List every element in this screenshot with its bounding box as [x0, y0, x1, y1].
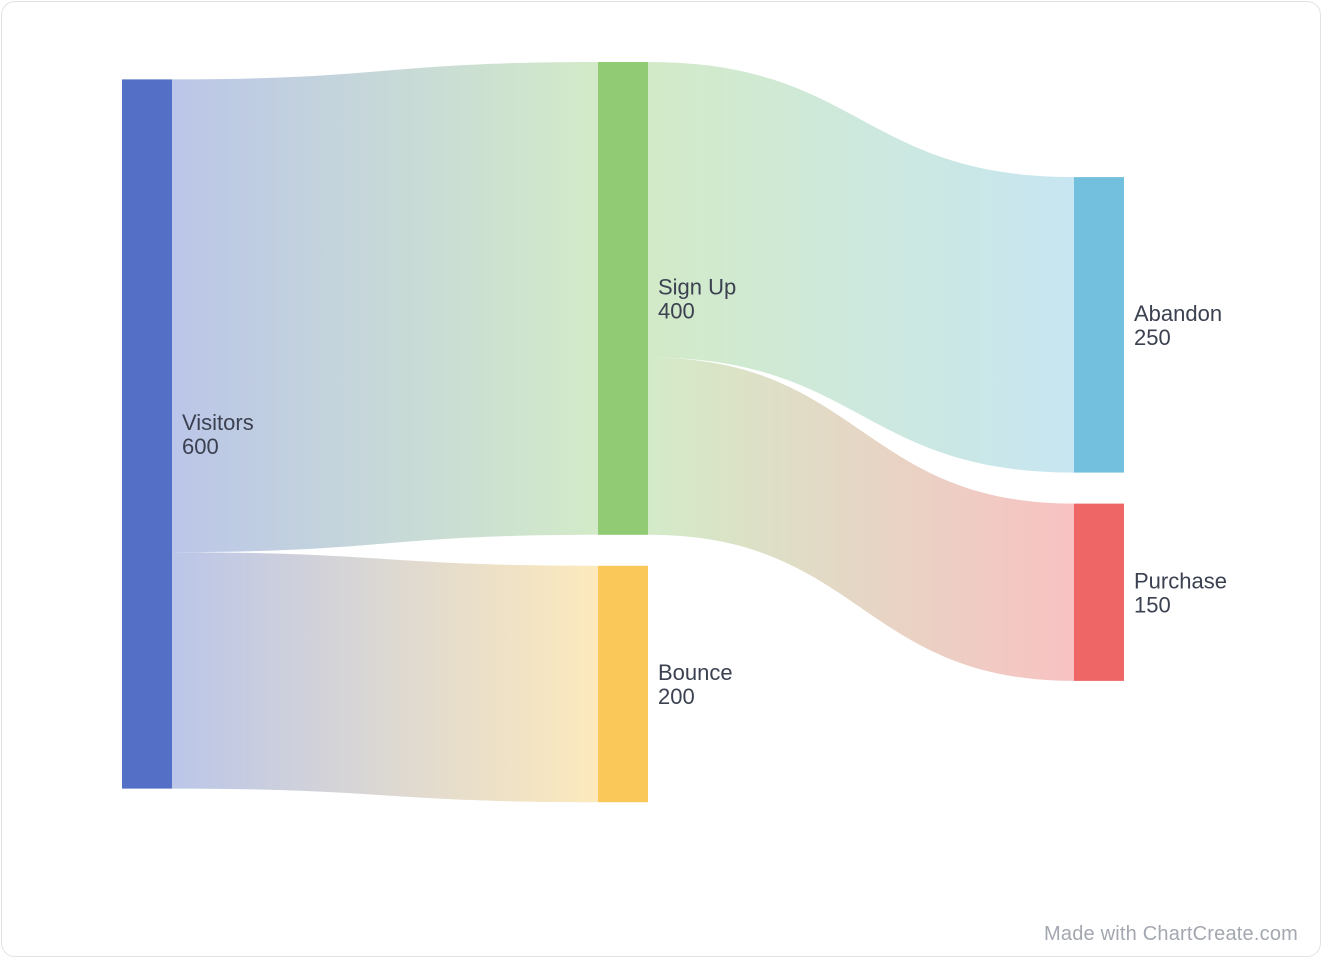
node-value-signup: 400 — [658, 298, 695, 323]
links-layer — [172, 62, 1074, 803]
watermark[interactable]: Made with ChartCreate.com — [1044, 923, 1298, 945]
node-label-purchase: Purchase — [1134, 568, 1227, 593]
nodes-layer — [122, 62, 1124, 803]
node-label-visitors: Visitors — [182, 410, 254, 435]
node-value-bounce: 200 — [658, 684, 695, 709]
link-visitors-to-signup[interactable] — [172, 62, 598, 553]
node-bounce[interactable] — [598, 565, 648, 803]
link-visitors-to-bounce[interactable] — [172, 552, 598, 803]
node-label-abandon: Abandon — [1134, 301, 1222, 326]
node-abandon[interactable] — [1074, 177, 1124, 473]
link-signup-to-purchase[interactable] — [648, 357, 1074, 681]
node-label-signup: Sign Up — [658, 274, 736, 299]
node-visitors[interactable] — [122, 79, 172, 789]
node-purchase[interactable] — [1074, 503, 1124, 681]
node-value-abandon: 250 — [1134, 325, 1171, 350]
node-label-bounce: Bounce — [658, 660, 733, 685]
link-signup-to-abandon[interactable] — [648, 62, 1074, 473]
node-value-purchase: 150 — [1134, 592, 1171, 617]
node-signup[interactable] — [598, 62, 648, 535]
node-value-visitors: 600 — [182, 434, 219, 459]
